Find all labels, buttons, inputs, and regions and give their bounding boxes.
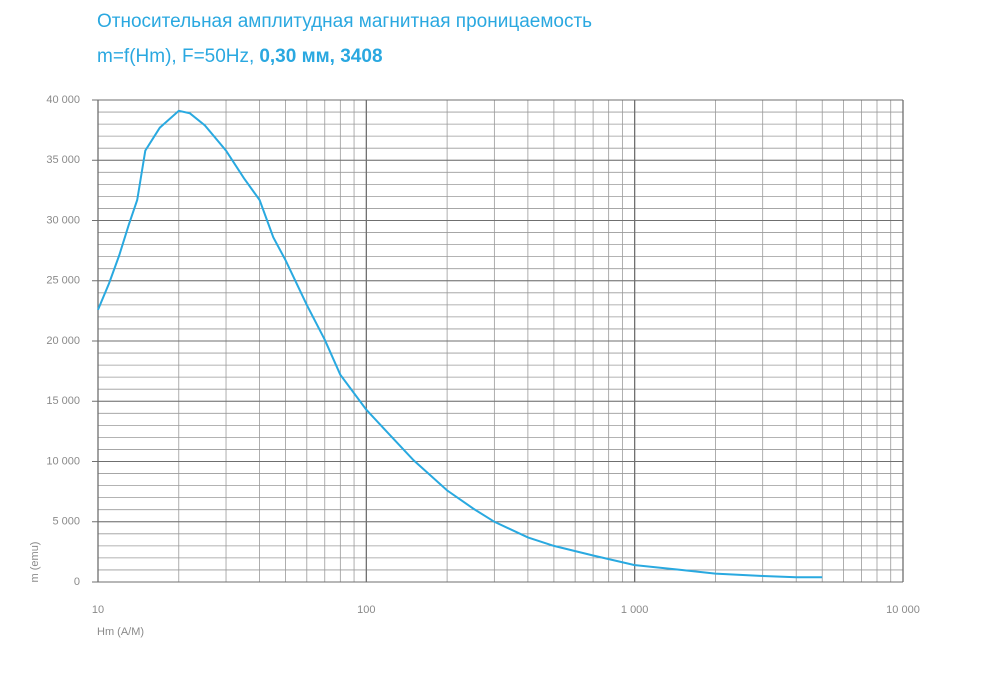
y-tick-label: 20 000: [46, 335, 80, 347]
y-tick-label: 35 000: [46, 154, 80, 166]
y-tick-label: 25 000: [46, 275, 80, 287]
y-tick-label: 40 000: [46, 94, 80, 106]
chart-subtitle: m=f(Hm), F=50Hz, 0,30 мм, 3408: [97, 46, 383, 67]
y-tick-label: 30 000: [46, 214, 80, 226]
x-tick-label: 1 000: [621, 604, 649, 616]
x-tick-label: 100: [357, 604, 375, 616]
y-axis-label: m (emu): [29, 542, 41, 583]
x-tick-label: 10: [92, 604, 104, 616]
y-tick-label: 0: [74, 576, 80, 588]
y-tick-label: 10 000: [46, 455, 80, 467]
data-line: [97, 109, 823, 579]
x-axis-label: Hm (A/M): [97, 626, 144, 638]
y-tick-label: 5 000: [52, 516, 80, 528]
x-tick-label: 10 000: [886, 604, 920, 616]
subtitle-text: m=f(Hm), F=50Hz,: [97, 46, 254, 67]
y-tick-label: 15 000: [46, 395, 80, 407]
subtitle-bold: 0,30 мм, 3408: [259, 46, 382, 67]
chart-title: Относительная амплитудная магнитная прон…: [97, 11, 592, 32]
